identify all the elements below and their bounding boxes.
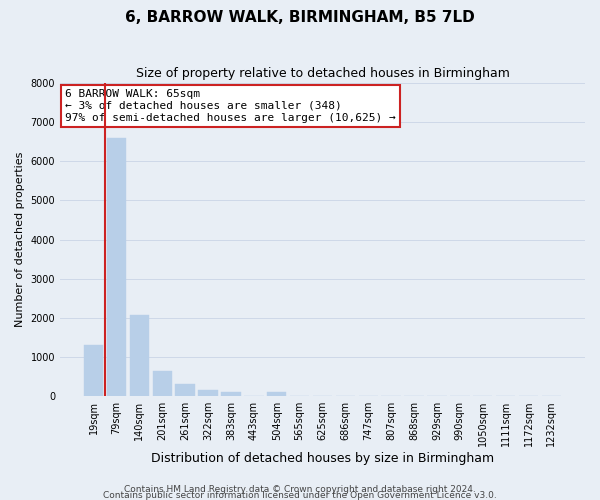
Y-axis label: Number of detached properties: Number of detached properties bbox=[15, 152, 25, 328]
Text: Contains public sector information licensed under the Open Government Licence v3: Contains public sector information licen… bbox=[103, 490, 497, 500]
Bar bbox=[175, 384, 195, 396]
Title: Size of property relative to detached houses in Birmingham: Size of property relative to detached ho… bbox=[136, 68, 509, 80]
Text: Contains HM Land Registry data © Crown copyright and database right 2024.: Contains HM Land Registry data © Crown c… bbox=[124, 484, 476, 494]
Bar bbox=[199, 390, 218, 396]
Bar bbox=[152, 370, 172, 396]
Text: 6, BARROW WALK, BIRMINGHAM, B5 7LD: 6, BARROW WALK, BIRMINGHAM, B5 7LD bbox=[125, 10, 475, 25]
Bar bbox=[130, 315, 149, 396]
Bar bbox=[221, 392, 241, 396]
X-axis label: Distribution of detached houses by size in Birmingham: Distribution of detached houses by size … bbox=[151, 452, 494, 465]
Bar bbox=[107, 138, 126, 396]
Text: 6 BARROW WALK: 65sqm
← 3% of detached houses are smaller (348)
97% of semi-detac: 6 BARROW WALK: 65sqm ← 3% of detached ho… bbox=[65, 90, 396, 122]
Bar bbox=[267, 392, 286, 396]
Bar bbox=[84, 345, 103, 396]
